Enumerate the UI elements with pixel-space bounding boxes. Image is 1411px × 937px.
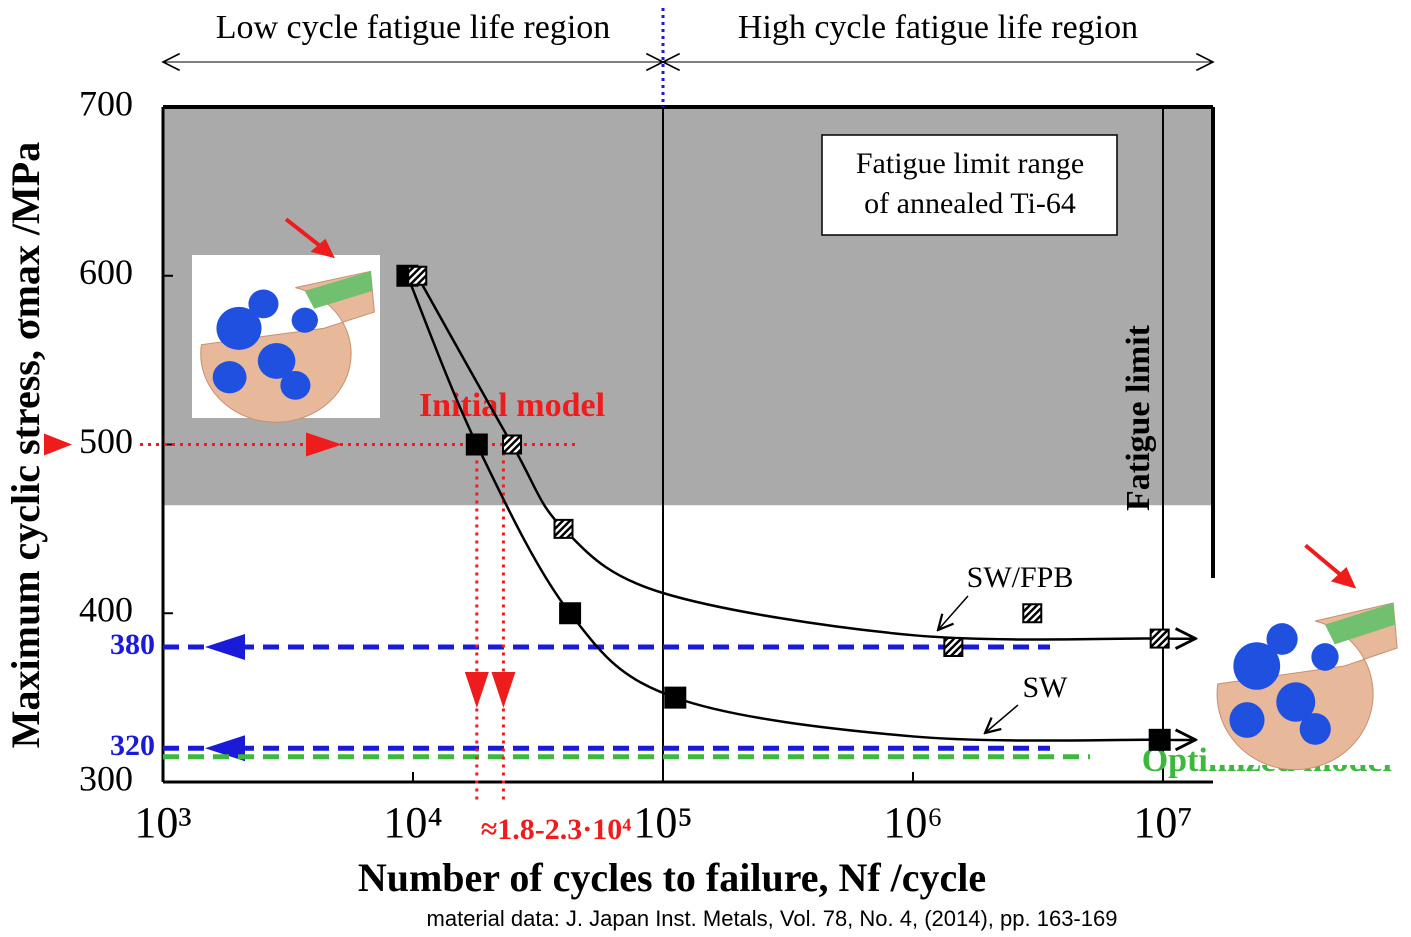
- data-point: [555, 520, 573, 538]
- level-arrowhead: [205, 634, 245, 660]
- series-pointer: [985, 705, 1018, 733]
- y-tick-label: 700: [79, 83, 133, 123]
- y-tick-label: 500: [79, 421, 133, 461]
- fatigue-limit-label: Fatigue limit: [1120, 324, 1157, 511]
- y-axis-title: Maximum cyclic stress, σmax /MPa: [3, 142, 48, 748]
- x-tick-label: 10³: [134, 798, 191, 847]
- initial-arrowhead: [465, 672, 489, 708]
- x-axis-title: Number of cycles to failure, Nf /cycle: [358, 855, 986, 900]
- level-label: 320: [110, 729, 155, 762]
- render-pore: [1267, 623, 1298, 655]
- y-tick-label: 300: [79, 758, 133, 798]
- data-point: [1151, 630, 1169, 648]
- render-pore: [1229, 702, 1264, 738]
- render-pore: [280, 371, 310, 400]
- data-point: [467, 435, 487, 455]
- render-pore: [1300, 713, 1331, 745]
- data-point: [560, 603, 580, 623]
- initial-label: Initial model: [419, 387, 605, 424]
- x-tick-label: 10⁴: [383, 798, 442, 847]
- data-point: [503, 436, 521, 454]
- x-tick-label: 10⁷: [1133, 798, 1192, 847]
- x-tick-label: 10⁶: [883, 798, 942, 847]
- initial-cycles-label: ≈1.8-2.3·10⁴: [481, 813, 631, 846]
- data-point: [665, 688, 685, 708]
- initial-arrowhead: [44, 434, 72, 456]
- series-label: SW/FPB: [967, 561, 1074, 594]
- series-pointer: [938, 596, 968, 630]
- series-label: SW: [1023, 671, 1069, 704]
- initial-arrowhead: [491, 672, 515, 708]
- render-pore: [248, 290, 278, 319]
- y-tick-label: 600: [79, 252, 133, 292]
- data-point: [1023, 604, 1041, 622]
- region-label: Low cycle fatigue life region: [216, 9, 611, 46]
- chart: Fatigue limit range of annealed Ti-64 300 4…: [0, 0, 1411, 937]
- data-point: [1150, 730, 1170, 750]
- range-label: of annealed Ti-64: [864, 187, 1076, 220]
- render-pore: [1311, 643, 1338, 671]
- x-tick-label: 10⁵: [633, 798, 692, 847]
- level-label: 380: [110, 628, 155, 661]
- render-pore: [292, 308, 318, 333]
- data-point: [944, 638, 962, 656]
- source-note: material data: J. Japan Inst. Metals, Vo…: [427, 906, 1118, 931]
- data-point: [408, 267, 426, 285]
- render-pore: [213, 361, 247, 393]
- model-render: [1208, 545, 1403, 769]
- region-label: High cycle fatigue life region: [738, 9, 1138, 46]
- range-label: Fatigue limit range: [856, 147, 1084, 180]
- y-tick-label: 400: [79, 590, 133, 630]
